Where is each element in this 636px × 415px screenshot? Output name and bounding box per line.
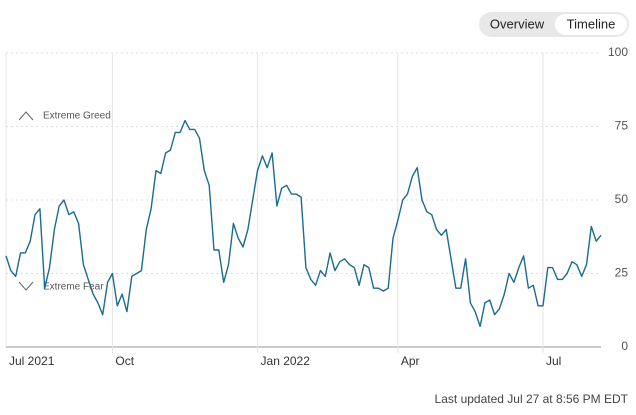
annotation: Extreme Greed (43, 111, 111, 122)
x-tick-label: Jul 2021 (9, 354, 55, 368)
y-tick-label: 25 (615, 266, 629, 280)
toggle-button[interactable]: Timeline (567, 16, 616, 31)
annotation-icon (18, 281, 34, 291)
annotation-icon (18, 111, 34, 121)
x-tick-label: Jan 2022 (261, 354, 311, 368)
x-tick-label: Jul (546, 354, 561, 368)
y-tick-label: 50 (615, 192, 629, 206)
y-tick-label: 100 (608, 45, 628, 59)
x-tick-label: Oct (115, 354, 134, 368)
toggle-active (555, 14, 627, 35)
footer: Last updated Jul 27 at 8:56 PM EDT (435, 392, 629, 406)
y-tick-label: 0 (621, 339, 628, 353)
toggle-button[interactable]: Overview (490, 16, 545, 31)
y-tick-label: 75 (615, 119, 629, 133)
x-tick-label: Apr (401, 354, 420, 368)
annotation: Extreme Fear (43, 282, 104, 293)
series-line (5, 119, 602, 328)
